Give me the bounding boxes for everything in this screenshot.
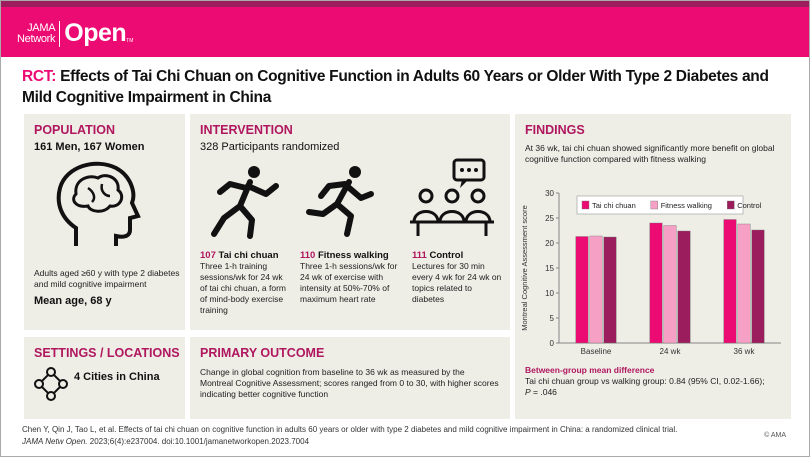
legend-box <box>576 195 744 215</box>
x-tick-label: 36 wk <box>734 347 756 356</box>
logo-line1: JAMA <box>27 21 56 34</box>
bar-chart: 0 5 10 15 20 25 30 Montreal Cognitive Assessmen… <box>520 189 781 356</box>
p-label: P <box>525 387 531 397</box>
arm-name: Fitness walking <box>317 250 389 261</box>
bar-control <box>751 229 765 344</box>
arm-name: Tai chi chuan <box>218 250 279 261</box>
jama-logo: JAMA Network Open TM <box>17 19 133 48</box>
bar-tai-chi-chuan <box>575 236 589 344</box>
bar-fitness-walking <box>737 223 751 344</box>
diff-text: Tai chi chuan group vs walking group: 0.… <box>525 376 765 386</box>
population-description: Adults aged ≥60 y with type 2 diabetes a… <box>34 268 180 289</box>
intervention-panel: INTERVENTION 328 Participants randomized… <box>190 114 510 330</box>
arm-description: Three 1-h sessions/wk for 24 wk of exerc… <box>300 261 398 304</box>
y-tick-label: 5 <box>550 314 555 323</box>
bar-fitness-walking <box>663 225 677 344</box>
diff-heading: Between-group mean difference <box>525 365 655 375</box>
findings-heading: FINDINGS <box>525 123 585 137</box>
citation: Chen Y, Qin J, Tao L, et al. Effects of … <box>22 424 677 448</box>
logo-tm: TM <box>126 38 134 44</box>
top-strip <box>1 1 809 7</box>
logo-divider <box>59 20 61 47</box>
y-tick-label: 20 <box>545 239 554 248</box>
population-subheading: 161 Men, 167 Women <box>34 141 145 153</box>
title-prefix: RCT: <box>22 68 57 85</box>
arm-tai-chi: 107 Tai chi chuan Three 1-h training ses… <box>200 250 292 316</box>
y-tick-label: 0 <box>550 339 555 348</box>
arm-name: Control <box>429 250 464 261</box>
participants-randomized: 328 Participants randomized <box>200 141 340 153</box>
legend-label: Fitness walking <box>661 201 712 210</box>
logo-open: Open <box>64 19 127 47</box>
population-panel: POPULATION 161 Men, 167 Women Adults age… <box>24 114 185 330</box>
legend-label: Control <box>737 201 762 210</box>
page-title: RCT: Effects of Tai Chi Chuan on Cogniti… <box>22 66 792 108</box>
y-tick-label: 30 <box>545 189 554 198</box>
citation-journal: JAMA Netw Open. <box>22 437 88 446</box>
legend-label: Tai chi chuan <box>592 201 636 210</box>
y-tick-label: 25 <box>545 214 554 223</box>
findings-text: At 36 wk, tai chi chuan showed significa… <box>525 143 775 164</box>
arm-fitness-walking: 110 Fitness walking Three 1-h sessions/w… <box>300 250 400 305</box>
arm-count: 110 <box>300 250 316 261</box>
legend-swatch <box>581 200 590 210</box>
primary-outcome-heading: PRIMARY OUTCOME <box>200 346 325 360</box>
y-tick-label: 10 <box>545 289 554 298</box>
legend-swatch <box>650 200 658 210</box>
population-heading: POPULATION <box>34 123 116 137</box>
arm-description: Three 1-h training sessions/wk for 24 wk… <box>200 261 286 315</box>
settings-panel: SETTINGS / LOCATIONS 4 Cities in China <box>24 337 185 419</box>
lecture-group-icon <box>410 158 494 236</box>
copyright: © AMA <box>764 432 786 439</box>
y-tick-label: 15 <box>545 264 554 273</box>
bar-fitness-walking <box>589 235 603 344</box>
x-tick-label: Baseline <box>581 347 612 356</box>
bar-tai-chi-chuan <box>723 219 737 344</box>
bar-tai-chi-chuan <box>649 222 663 344</box>
x-tick-label: 24 wk <box>660 347 682 356</box>
network-nodes-icon <box>34 367 68 401</box>
citation-line2: 2023;6(4):e237004. doi:10.1001/jamanetwo… <box>87 437 310 446</box>
intervention-heading: INTERVENTION <box>200 123 293 137</box>
bar-control <box>677 230 691 344</box>
primary-outcome-text: Change in global cognition from baseline… <box>200 367 499 399</box>
brain-head-icon <box>56 161 141 246</box>
p-value: = .046 <box>530 387 557 397</box>
arm-count: 107 <box>200 250 216 261</box>
arm-control: 111 Control Lectures for 30 min every 4 … <box>412 250 504 305</box>
settings-subheading: 4 Cities in China <box>74 371 160 383</box>
header-banner: JAMA Network Open TM <box>1 7 809 57</box>
findings-panel: FINDINGS At 36 wk, tai chi chuan showed … <box>515 114 791 419</box>
settings-heading: SETTINGS / LOCATIONS <box>34 346 180 360</box>
mean-age: Mean age, 68 y <box>34 295 112 307</box>
primary-outcome-panel: PRIMARY OUTCOME Change in global cogniti… <box>190 337 510 419</box>
arm-description: Lectures for 30 min every 4 wk for 24 wk… <box>412 261 502 304</box>
logo-line2: Network <box>17 32 56 45</box>
bar-control <box>603 236 617 344</box>
citation-line1: Chen Y, Qin J, Tao L, et al. Effects of … <box>22 425 678 434</box>
running-figure-icon <box>306 166 374 237</box>
title-text: Effects of Tai Chi Chuan on Cognitive Fu… <box>22 68 769 106</box>
y-axis-label: Montreal Cognitive Assessment score <box>520 205 529 330</box>
arm-count: 111 <box>412 250 427 261</box>
tai-chi-figure-icon <box>211 166 279 239</box>
legend-swatch <box>726 200 735 210</box>
